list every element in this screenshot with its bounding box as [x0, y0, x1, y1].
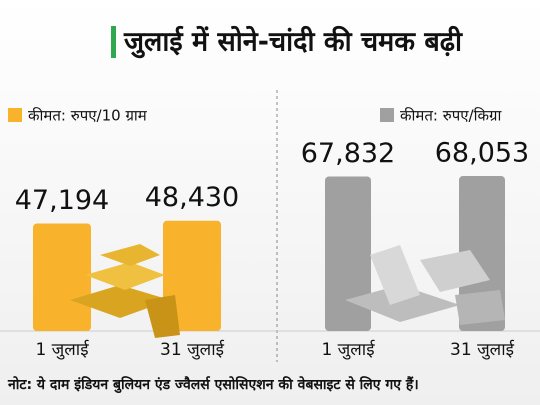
- metal-bars-illustration: [70, 244, 505, 338]
- bar: [325, 176, 371, 331]
- bar: [33, 223, 91, 331]
- value-label: 67,832: [301, 138, 395, 169]
- value-label: 47,194: [15, 185, 109, 216]
- note: नोट: ये दाम इंडियन बुलियन एंड ज्वैलर्स ए…: [7, 376, 419, 394]
- legend-swatch: [380, 108, 394, 122]
- title: जुलाई में सोने-चांदी की चमक बढ़ी: [123, 26, 463, 59]
- legend-swatch: [8, 108, 22, 122]
- legend-label: कीमत: रुपए/10 ग्राम: [28, 107, 148, 125]
- x-tick-label: 1 जुलाई: [321, 339, 375, 360]
- x-tick-label: 31 जुलाई: [450, 339, 515, 360]
- legend-label: कीमत: रुपए/किग्रा: [400, 107, 502, 125]
- x-tick-label: 31 जुलाई: [160, 339, 225, 360]
- x-tick-label: 1 जुलाई: [35, 339, 89, 360]
- value-label: 48,430: [145, 182, 239, 213]
- bar: [163, 220, 221, 331]
- value-label: 68,053: [435, 138, 529, 169]
- title-accent: [111, 26, 116, 58]
